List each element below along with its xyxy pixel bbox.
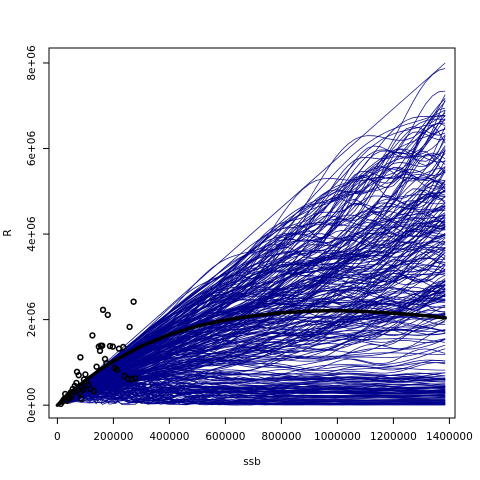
simulation-line [57,400,446,406]
simulation-line [57,171,446,406]
x-axis: 0 200000 400000 600000 800000 1000000 1200000 1… [54,417,473,443]
y-tick-label: 4e+06 [26,216,38,252]
simulation-line [57,206,446,406]
simulation-line [57,98,446,406]
simulation-line [57,247,446,406]
observed-point [96,347,104,354]
observed-point [89,332,96,339]
observed-point [132,375,139,382]
observed-point [119,343,127,351]
x-tick-label: 600000 [205,431,245,443]
observed-point [77,395,85,402]
simulation-line [57,264,446,406]
x-tick-label: 0 [54,431,61,443]
simulation-line [57,241,446,406]
simulation-line [57,391,446,406]
simulation-line [57,350,446,406]
x-tick-label: 800000 [261,431,301,443]
y-tick-label: 6e+06 [26,131,38,167]
simulation-lines [57,62,446,406]
simulation-line [57,355,446,406]
simulation-line [57,339,446,406]
simulation-line [57,287,446,406]
x-tick-label: 400000 [149,431,189,443]
observed-point [73,379,80,387]
observed-point [82,371,89,378]
simulation-line [57,388,446,406]
observed-point [126,323,133,331]
simulation-line [57,300,446,406]
simulation-line [57,271,446,406]
simulation-line [57,387,446,406]
observed-point [90,387,98,395]
observed-point [106,342,114,350]
observed-point [98,342,106,349]
simulation-line [57,393,446,406]
observed-point [76,390,84,397]
simulation-line [57,383,446,406]
observed-point [109,343,117,350]
y-axis: 0e+00 2e+06 4e+06 6e+06 8e+06 [26,45,50,423]
y-tick-label: 0e+00 [26,388,38,423]
simulation-line [57,381,446,406]
x-tick-label: 200000 [93,431,133,443]
simulation-line [57,189,446,406]
observed-point [103,360,110,367]
y-tick-label: 8e+06 [26,45,38,81]
x-tick-label: 1400000 [426,431,473,443]
observed-point [124,375,132,382]
simulation-line [57,344,446,406]
simulation-line [57,387,446,406]
y-tick-label: 2e+06 [26,302,38,338]
simulation-line [57,386,446,406]
simulation-line [57,305,446,406]
observed-point [75,372,82,379]
observed-point [70,388,78,395]
observed-point [99,306,107,313]
observed-point [77,354,84,361]
x-axis-title: ssb [243,456,261,468]
observed-point [104,311,112,319]
x-tick-label: 1000000 [314,431,361,443]
simulation-line [57,184,446,406]
simulation-line [57,284,446,406]
simulation-line [57,280,446,406]
simulation-line [57,392,446,406]
y-axis-title: R [2,229,14,236]
x-tick-label: 1200000 [370,431,417,443]
observed-points [57,298,139,408]
observed-point [130,298,137,305]
simulation-line [57,359,446,406]
observed-point [79,386,87,393]
simulation-line [57,261,446,406]
observed-point [113,366,121,373]
simulation-line [57,190,446,406]
observed-point [93,363,100,370]
